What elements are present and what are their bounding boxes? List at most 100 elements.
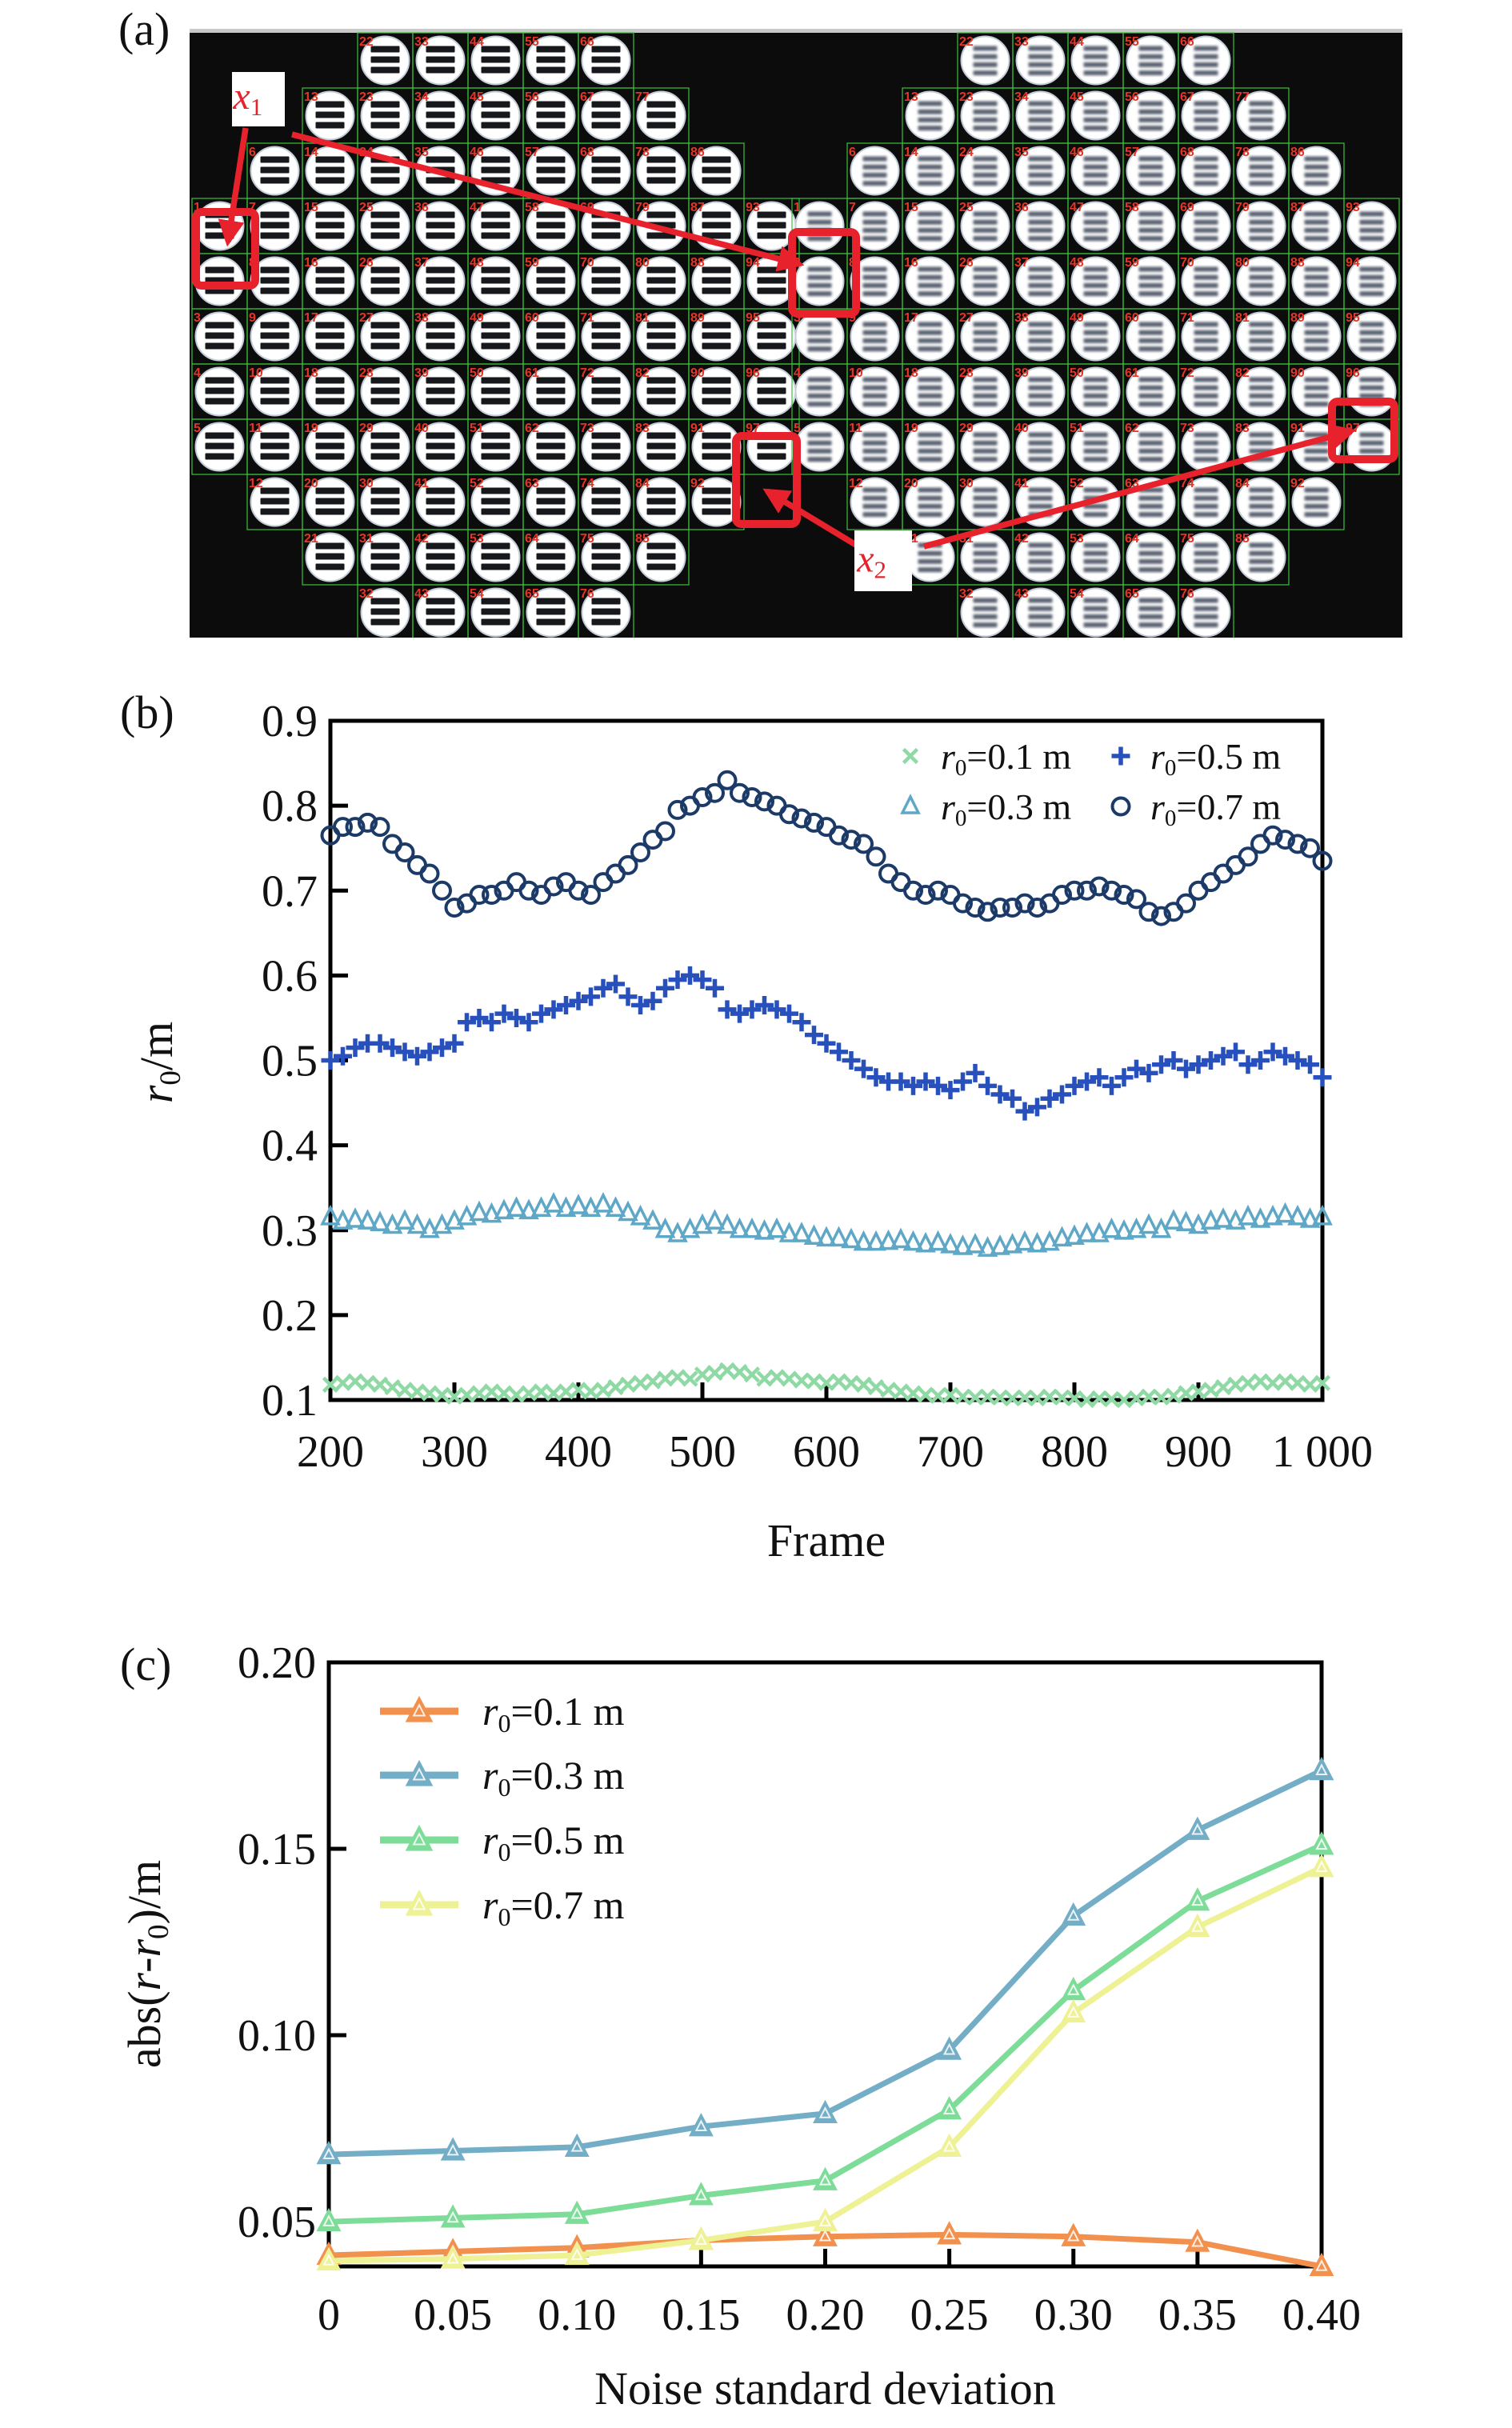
svg-text:71: 71 [1180, 311, 1194, 325]
c-xtick-label: 0.25 [910, 2290, 989, 2340]
svg-text:81: 81 [1235, 311, 1250, 325]
svg-text:12: 12 [849, 477, 863, 490]
svg-text:82: 82 [635, 366, 650, 380]
c-legend-label: r0=0.7 m [482, 1882, 625, 1931]
svg-text:24: 24 [959, 146, 974, 159]
b-xtick-label: 700 [917, 1427, 984, 1477]
c-legend-label: r0=0.1 m [482, 1689, 625, 1738]
b-xtick-label: 300 [421, 1427, 488, 1477]
panel-b-legend: r0=0.1 m r0=0.3 m r0=0.5 m r0=0.7 m [900, 736, 1281, 831]
svg-text:10: 10 [249, 366, 263, 380]
b-ytick-label: 0.3 [262, 1206, 318, 1256]
svg-text:68: 68 [580, 146, 594, 159]
svg-text:44: 44 [1070, 35, 1084, 49]
svg-text:93: 93 [746, 201, 760, 214]
svg-text:43: 43 [414, 587, 429, 601]
series-r0-0.3-m [320, 1191, 1333, 1257]
c-xtick-label: 0.35 [1158, 2290, 1237, 2340]
svg-text:92: 92 [690, 477, 705, 490]
svg-text:76: 76 [1180, 587, 1194, 601]
svg-text:87: 87 [1290, 201, 1305, 214]
svg-text:57: 57 [525, 146, 539, 159]
svg-text:72: 72 [1180, 366, 1194, 380]
series-r0-0.1-m [316, 2221, 1334, 2277]
svg-text:60: 60 [525, 311, 539, 325]
highlight-box-3 [732, 432, 801, 528]
svg-text:34: 34 [1014, 90, 1029, 104]
svg-text:79: 79 [635, 201, 650, 214]
svg-text:35: 35 [414, 146, 429, 159]
svg-text:58: 58 [525, 201, 539, 214]
svg-text:19: 19 [904, 422, 918, 435]
svg-text:90: 90 [690, 366, 705, 380]
svg-text:63: 63 [525, 477, 539, 490]
svg-text:9: 9 [249, 311, 256, 325]
svg-text:77: 77 [635, 90, 650, 104]
svg-text:40: 40 [1014, 422, 1029, 435]
annotation-label-x2-text: x2 [856, 538, 886, 584]
svg-text:17: 17 [904, 311, 918, 325]
svg-text:54: 54 [1070, 587, 1084, 601]
svg-text:41: 41 [1014, 477, 1029, 490]
annotation-arrow-3 [762, 488, 864, 552]
highlight-box-1 [192, 208, 259, 290]
svg-text:59: 59 [1125, 256, 1139, 270]
svg-text:64: 64 [1125, 532, 1139, 546]
b-xtick-label: 200 [297, 1427, 364, 1477]
series-r0-0.1-m [322, 1362, 1331, 1409]
b-xtick-label: 400 [545, 1427, 612, 1477]
svg-text:18: 18 [904, 366, 918, 380]
svg-text:93: 93 [1346, 201, 1360, 214]
b-legend-label: r0=0.5 m [1150, 736, 1281, 781]
svg-text:76: 76 [580, 587, 594, 601]
svg-text:29: 29 [359, 422, 374, 435]
svg-text:74: 74 [1180, 477, 1194, 490]
svg-text:67: 67 [1180, 90, 1194, 104]
b-ytick-label: 0.1 [262, 1376, 318, 1426]
svg-text:47: 47 [470, 201, 484, 214]
b-ytick-label: 0.6 [262, 951, 318, 1001]
svg-text:83: 83 [1235, 422, 1250, 435]
svg-text:89: 89 [1290, 311, 1305, 325]
svg-text:23: 23 [359, 90, 374, 104]
subaperture-grid-right-blurred: 1234567891011121314151617181920212223242… [791, 32, 1400, 638]
annotation-arrow-4 [923, 423, 1357, 550]
svg-text:66: 66 [1180, 35, 1194, 49]
svg-text:44: 44 [470, 35, 484, 49]
svg-text:53: 53 [1070, 532, 1084, 546]
svg-text:97: 97 [746, 422, 760, 435]
svg-text:43: 43 [1014, 587, 1029, 601]
svg-text:22: 22 [359, 35, 374, 49]
b-xtick-label: 500 [669, 1427, 736, 1477]
svg-text:88: 88 [1290, 256, 1305, 270]
svg-text:42: 42 [414, 532, 429, 546]
panel-a-annotations: x1 x2 [192, 72, 1398, 591]
b-ytick-label: 0.4 [262, 1122, 318, 1171]
b-legend-label: r0=0.3 m [941, 786, 1071, 831]
svg-text:3: 3 [194, 311, 201, 325]
svg-text:41: 41 [414, 477, 429, 490]
svg-text:73: 73 [1180, 422, 1194, 435]
b-legend-label: r0=0.1 m [941, 736, 1071, 781]
c-xtick-label: 0.30 [1034, 2290, 1113, 2340]
c-xtick-label: 0.40 [1282, 2290, 1361, 2340]
svg-text:62: 62 [525, 422, 539, 435]
annotation-label-x1-text: x1 [232, 75, 262, 121]
svg-text:39: 39 [1014, 366, 1029, 380]
svg-text:12: 12 [249, 477, 263, 490]
svg-text:7: 7 [249, 201, 256, 214]
c-xtick-label: 0.20 [786, 2290, 865, 2340]
svg-text:35: 35 [1014, 146, 1029, 159]
b-xtick-label: 1 000 [1272, 1427, 1373, 1477]
svg-text:82: 82 [1235, 366, 1250, 380]
c-ytick-label: 0.15 [238, 1825, 316, 1874]
svg-text:18: 18 [304, 366, 318, 380]
panel-b-chart: 0.1 0.2 0.3 0.4 0.5 0.6 0.7 0.8 0.9 200 300 400 500 6… [130, 697, 1373, 1566]
svg-text:78: 78 [635, 146, 650, 159]
svg-text:81: 81 [635, 311, 650, 325]
annotation-label-x1: x1 [232, 72, 285, 126]
c-xtick-label: 0.05 [414, 2290, 492, 2340]
b-xtick-label: 600 [793, 1427, 860, 1477]
panel-a-letter: (a) [118, 3, 170, 55]
